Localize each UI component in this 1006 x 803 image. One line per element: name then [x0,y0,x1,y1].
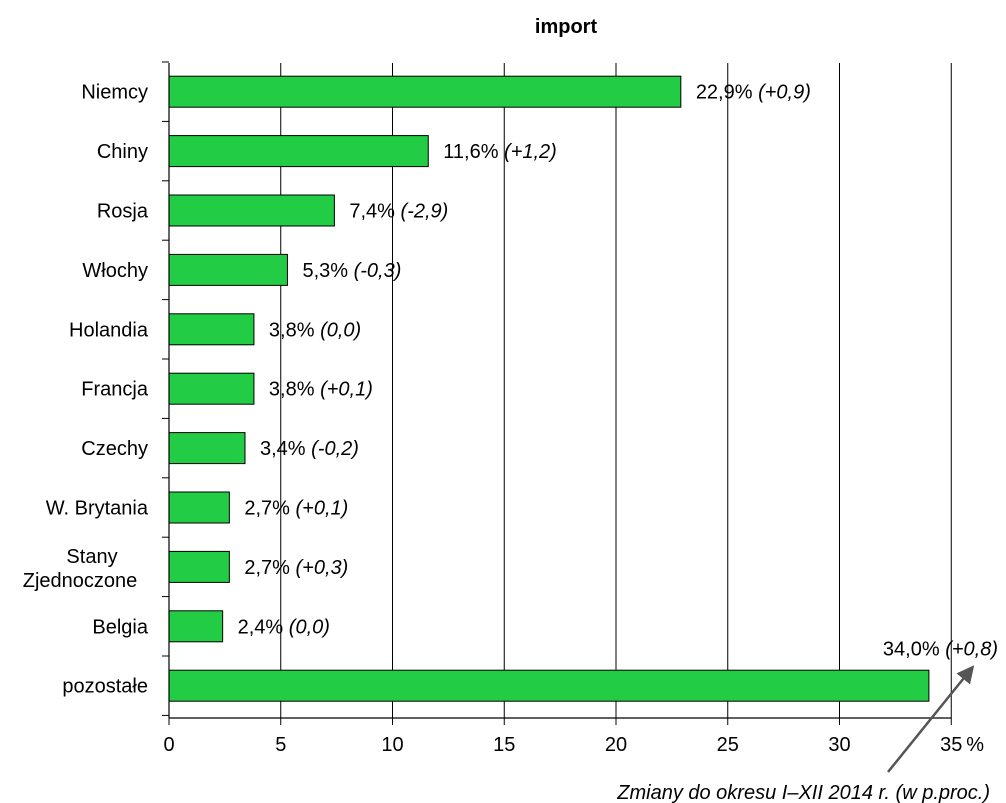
x-tick-label-5: 5 [275,734,286,756]
data-label-4: 5,3% (-0,3) [302,260,401,282]
bar-4 [168,253,288,286]
data-label-9: 2,7% (+0,3) [244,557,348,579]
data-label-7: 3,4% (-0,2) [260,438,359,460]
chart-title: import [535,16,598,38]
bar-5 [168,313,255,346]
annotation-note: Zmiany do okresu I–XII 2014 r. (w p.proc… [616,782,990,803]
bars [168,75,930,702]
bar-9 [168,550,230,583]
x-tick-label-25: 25 [717,734,739,756]
data-labels: 22,9% (+0,9) 11,6% (+1,2) 7,4% (-2,9) 5,3% … [238,82,998,661]
x-axis-unit: % [966,734,984,756]
x-tick-label-20: 20 [605,734,627,756]
annotation-arrow [887,665,975,773]
data-label-3: 7,4% (-2,9) [349,201,448,223]
bar-11 [168,669,930,702]
category-label-1: Niemcy [81,82,148,104]
bar-8 [168,491,230,524]
category-label-7: Czechy [81,438,148,460]
category-label-6: Francja [81,379,149,401]
x-tick-label-30: 30 [828,734,850,756]
x-tick-label-10: 10 [381,734,403,756]
category-label-9: Stany Zjednoczone [23,546,138,592]
data-label-1: 22,9% (+0,9) [696,82,811,104]
bar-7 [168,432,246,465]
bar-3 [168,194,335,227]
x-tick-label-0: 0 [163,734,174,756]
category-label-2: Chiny [97,141,148,163]
category-label-3: Rosja [97,201,149,223]
bar-2 [168,135,429,168]
data-label-11: 34,0% (+0,8) [883,639,998,661]
bar-10 [168,610,224,643]
data-label-5: 3,8% (0,0) [269,319,361,341]
x-tick-label-35: 35 [940,734,962,756]
category-label-10: Belgia [92,616,148,638]
x-tick-label-15: 15 [493,734,515,756]
axes [162,61,952,725]
category-label-11: pozostałe [62,676,148,698]
category-label-5: Holandia [69,319,149,341]
bar-6 [168,372,255,405]
category-labels: Niemcy Chiny Rosja Włochy Holandia Francja Cze… [23,82,149,698]
data-label-2: 11,6% (+1,2) [443,141,557,163]
data-label-10: 2,4% (0,0) [238,616,330,638]
category-label-4: Włochy [82,260,148,282]
data-label-6: 3,8% (+0,1) [269,379,373,401]
data-label-8: 2,7% (+0,1) [244,498,348,520]
gridlines [280,63,952,718]
bar-1 [168,75,682,108]
category-label-8: W. Brytania [46,498,149,520]
x-tick-labels: 0 5 10 15 20 25 30 35% [163,734,984,756]
